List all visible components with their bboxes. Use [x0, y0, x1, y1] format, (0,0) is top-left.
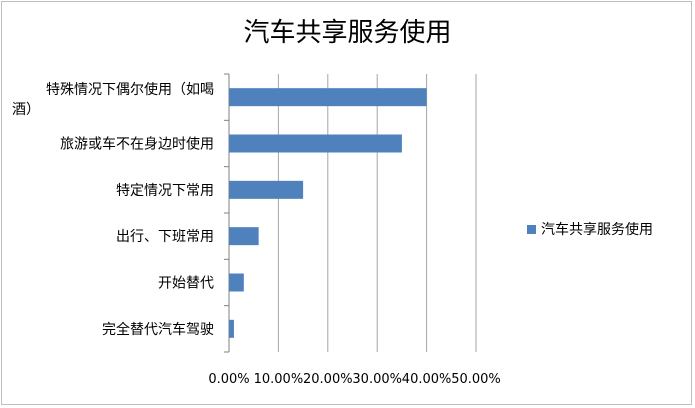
bar-0 [229, 88, 427, 107]
category-label-0: 特殊情况下偶尔使用（如喝酒） [12, 81, 214, 118]
x-tick-label-1: 10.00% [254, 372, 304, 387]
chart-title: 汽车共享服务使用 [243, 18, 452, 48]
x-tick-label-4: 40.00% [402, 372, 452, 387]
bar-5 [229, 319, 234, 338]
category-label-1: 旅游或车不在身边时使用 [60, 136, 214, 153]
bar-1 [229, 134, 402, 153]
category-label-3: 出行、下班常用 [116, 229, 214, 245]
bar-2 [229, 180, 304, 199]
legend-label: 汽车共享服务使用 [541, 221, 653, 238]
bar-3 [229, 227, 259, 246]
x-tick-label-2: 20.00% [303, 372, 353, 387]
bar-4 [229, 273, 244, 292]
x-tick-label-3: 30.00% [352, 372, 402, 387]
x-tick-label-0: 0.00% [208, 372, 249, 387]
category-label-5: 完全替代汽车驾驶 [102, 321, 214, 338]
category-label-4: 开始替代 [158, 276, 214, 292]
legend-swatch [527, 225, 536, 234]
x-tick-label-5: 50.00% [451, 372, 501, 387]
category-label-2: 特定情况下常用 [116, 183, 214, 199]
